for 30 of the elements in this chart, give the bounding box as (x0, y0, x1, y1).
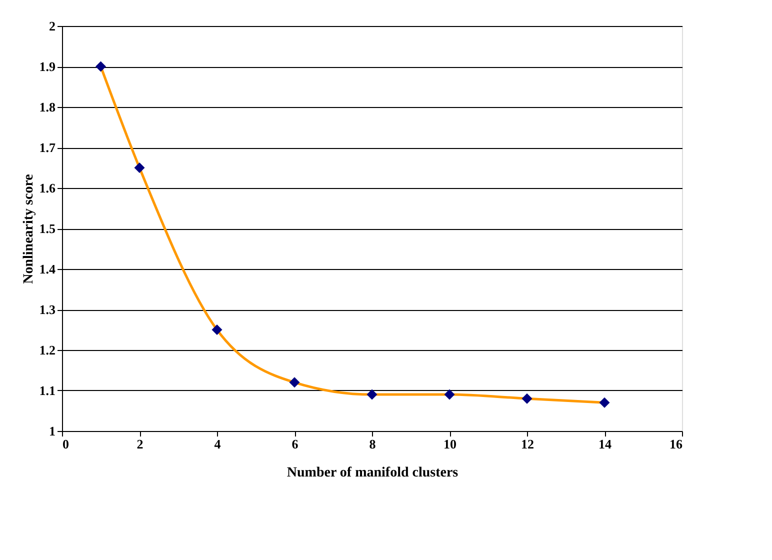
point (444, 389, 455, 400)
y-tick-label: 1.1 (39, 383, 56, 398)
y-tick-label: 1 (49, 424, 56, 438)
x-tick-label: 12 (521, 436, 534, 452)
y-tick-label: 1.9 (39, 59, 56, 74)
point (134, 162, 145, 173)
point (599, 397, 610, 408)
x-axis-title: Number of manifold clusters (286, 466, 459, 480)
point (289, 377, 300, 388)
y-tick-label: 1.7 (39, 140, 56, 155)
y-tick-label: 1.6 (39, 180, 56, 196)
x-tick-label: 0 (62, 436, 69, 452)
y-tick-label: 2 (49, 18, 56, 34)
x-tick-label: 16 (670, 436, 683, 452)
point (366, 389, 378, 400)
point (212, 324, 222, 335)
x-tick-label: 6 (292, 436, 299, 452)
point (522, 393, 532, 404)
x-tick-label: 10 (444, 436, 456, 452)
y-tick-label: 1.3 (39, 302, 56, 317)
y-tick-label: 1.4 (39, 262, 56, 276)
y-axis-title: Nonlinearity score (21, 174, 36, 284)
y-tick-label: 1.2 (39, 342, 56, 358)
x-tick-label: 8 (369, 436, 376, 452)
point (96, 61, 106, 72)
y-tick-label: 1.5 (39, 221, 56, 236)
x-tick-label: 14 (598, 436, 612, 452)
x-tick-label: 4 (214, 436, 222, 452)
x-tick-label: 2 (136, 436, 144, 452)
y-tick-label: 1.8 (39, 100, 56, 114)
